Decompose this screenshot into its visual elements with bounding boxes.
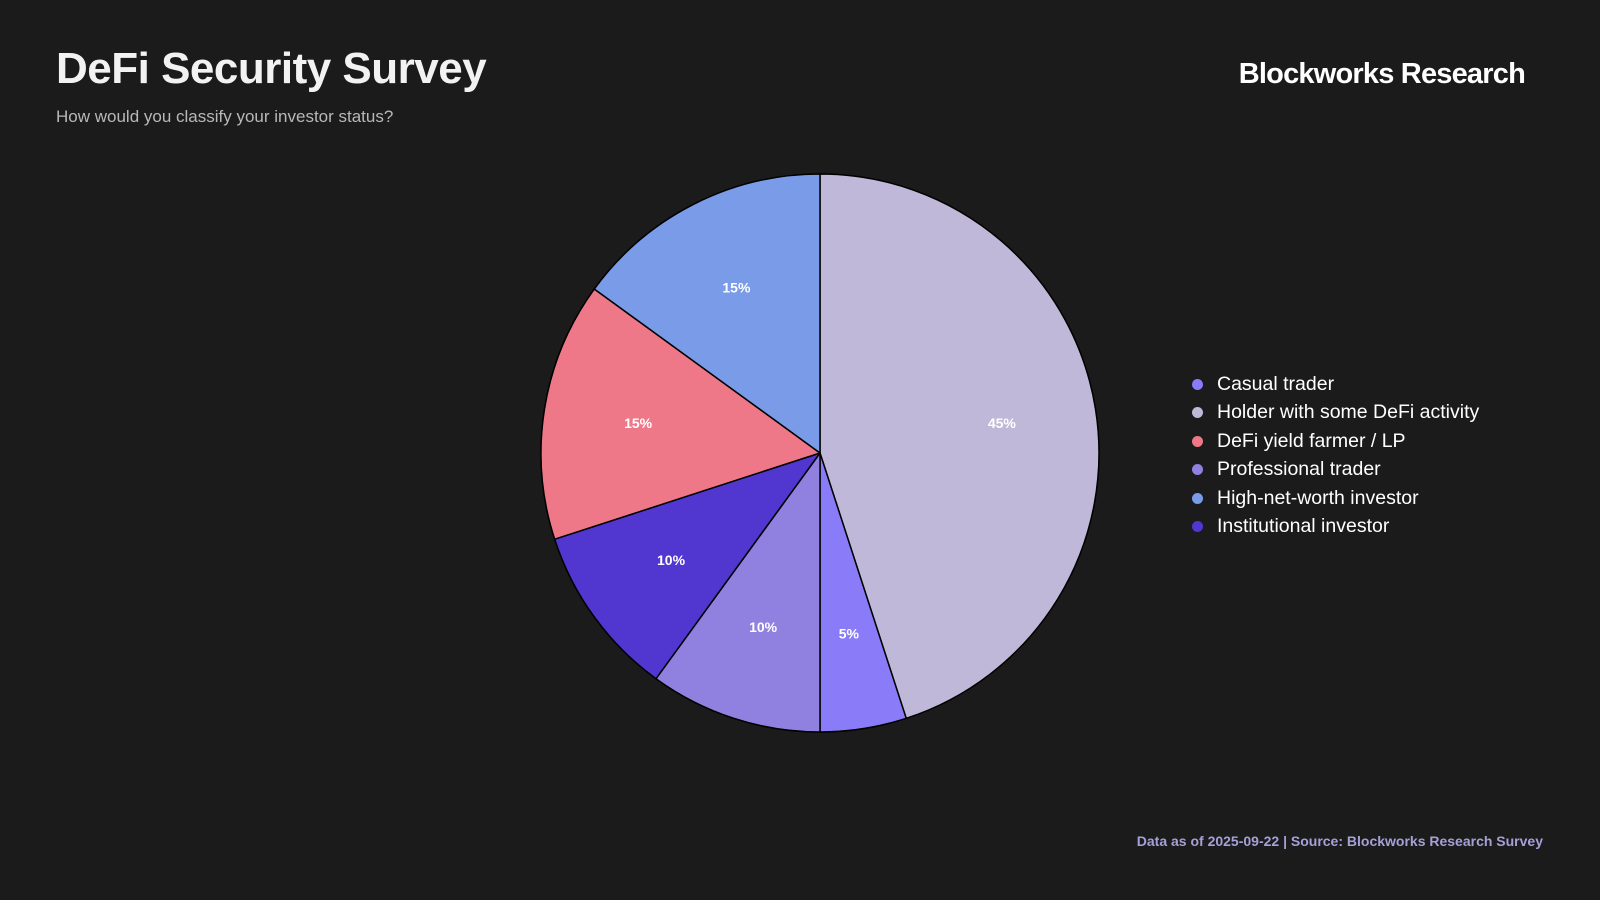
legend-color-dot [1192, 407, 1203, 419]
legend-item[interactable]: High-net-worth investor [1192, 484, 1479, 513]
pie-slice-high-net-worth-investor[interactable] [593, 173, 821, 454]
pie-slice-institutional-investor[interactable] [553, 452, 821, 680]
legend-color-dot [1192, 435, 1203, 447]
slice-percent-label: 5% [839, 626, 860, 642]
chart-subtitle: How would you classify your investor sta… [56, 107, 394, 126]
legend-item[interactable]: Casual trader [1192, 370, 1479, 399]
pie-slice-defi-yield-farmer-lp[interactable] [540, 288, 821, 540]
pie-slice-labels: 45% 5% 10% 10% 15% 15% [624, 280, 1016, 642]
legend-label: High-net-worth investor [1217, 486, 1419, 509]
slice-percent-label: 10% [657, 552, 686, 568]
legend-color-dot [1192, 492, 1203, 504]
legend-color-dot [1192, 521, 1203, 533]
chart-title: DeFi Security Survey [56, 44, 487, 93]
pie-slice-professional-trader[interactable] [655, 452, 821, 733]
source-footnote: Data as of 2025-09-22 | Source: Blockwor… [1136, 833, 1543, 849]
legend-item[interactable]: Institutional investor [1192, 513, 1479, 542]
legend-label: Professional trader [1217, 458, 1381, 481]
slice-percent-label: 45% [988, 415, 1017, 431]
legend-item[interactable]: DeFi yield farmer / LP [1192, 427, 1479, 456]
legend-label: Holder with some DeFi activity [1217, 401, 1480, 424]
legend-label: Institutional investor [1217, 515, 1390, 538]
brand-logo-text: Blockworks Research [1238, 58, 1526, 90]
slice-percent-label: 15% [722, 280, 751, 296]
pie-slices [540, 173, 1100, 733]
legend-item[interactable]: Holder with some DeFi activity [1192, 399, 1479, 428]
legend-color-dot [1192, 378, 1203, 390]
legend-label: DeFi yield farmer / LP [1217, 429, 1406, 452]
pie-slice-holder-with-some-defi-activity[interactable] [819, 173, 1100, 720]
chart-legend: Casual trader Holder with some DeFi acti… [1192, 370, 1479, 541]
legend-item[interactable]: Professional trader [1192, 456, 1479, 485]
legend-color-dot [1192, 464, 1203, 476]
slice-percent-label: 10% [749, 619, 778, 635]
legend-label: Casual trader [1217, 372, 1335, 395]
slice-percent-label: 15% [624, 415, 653, 431]
